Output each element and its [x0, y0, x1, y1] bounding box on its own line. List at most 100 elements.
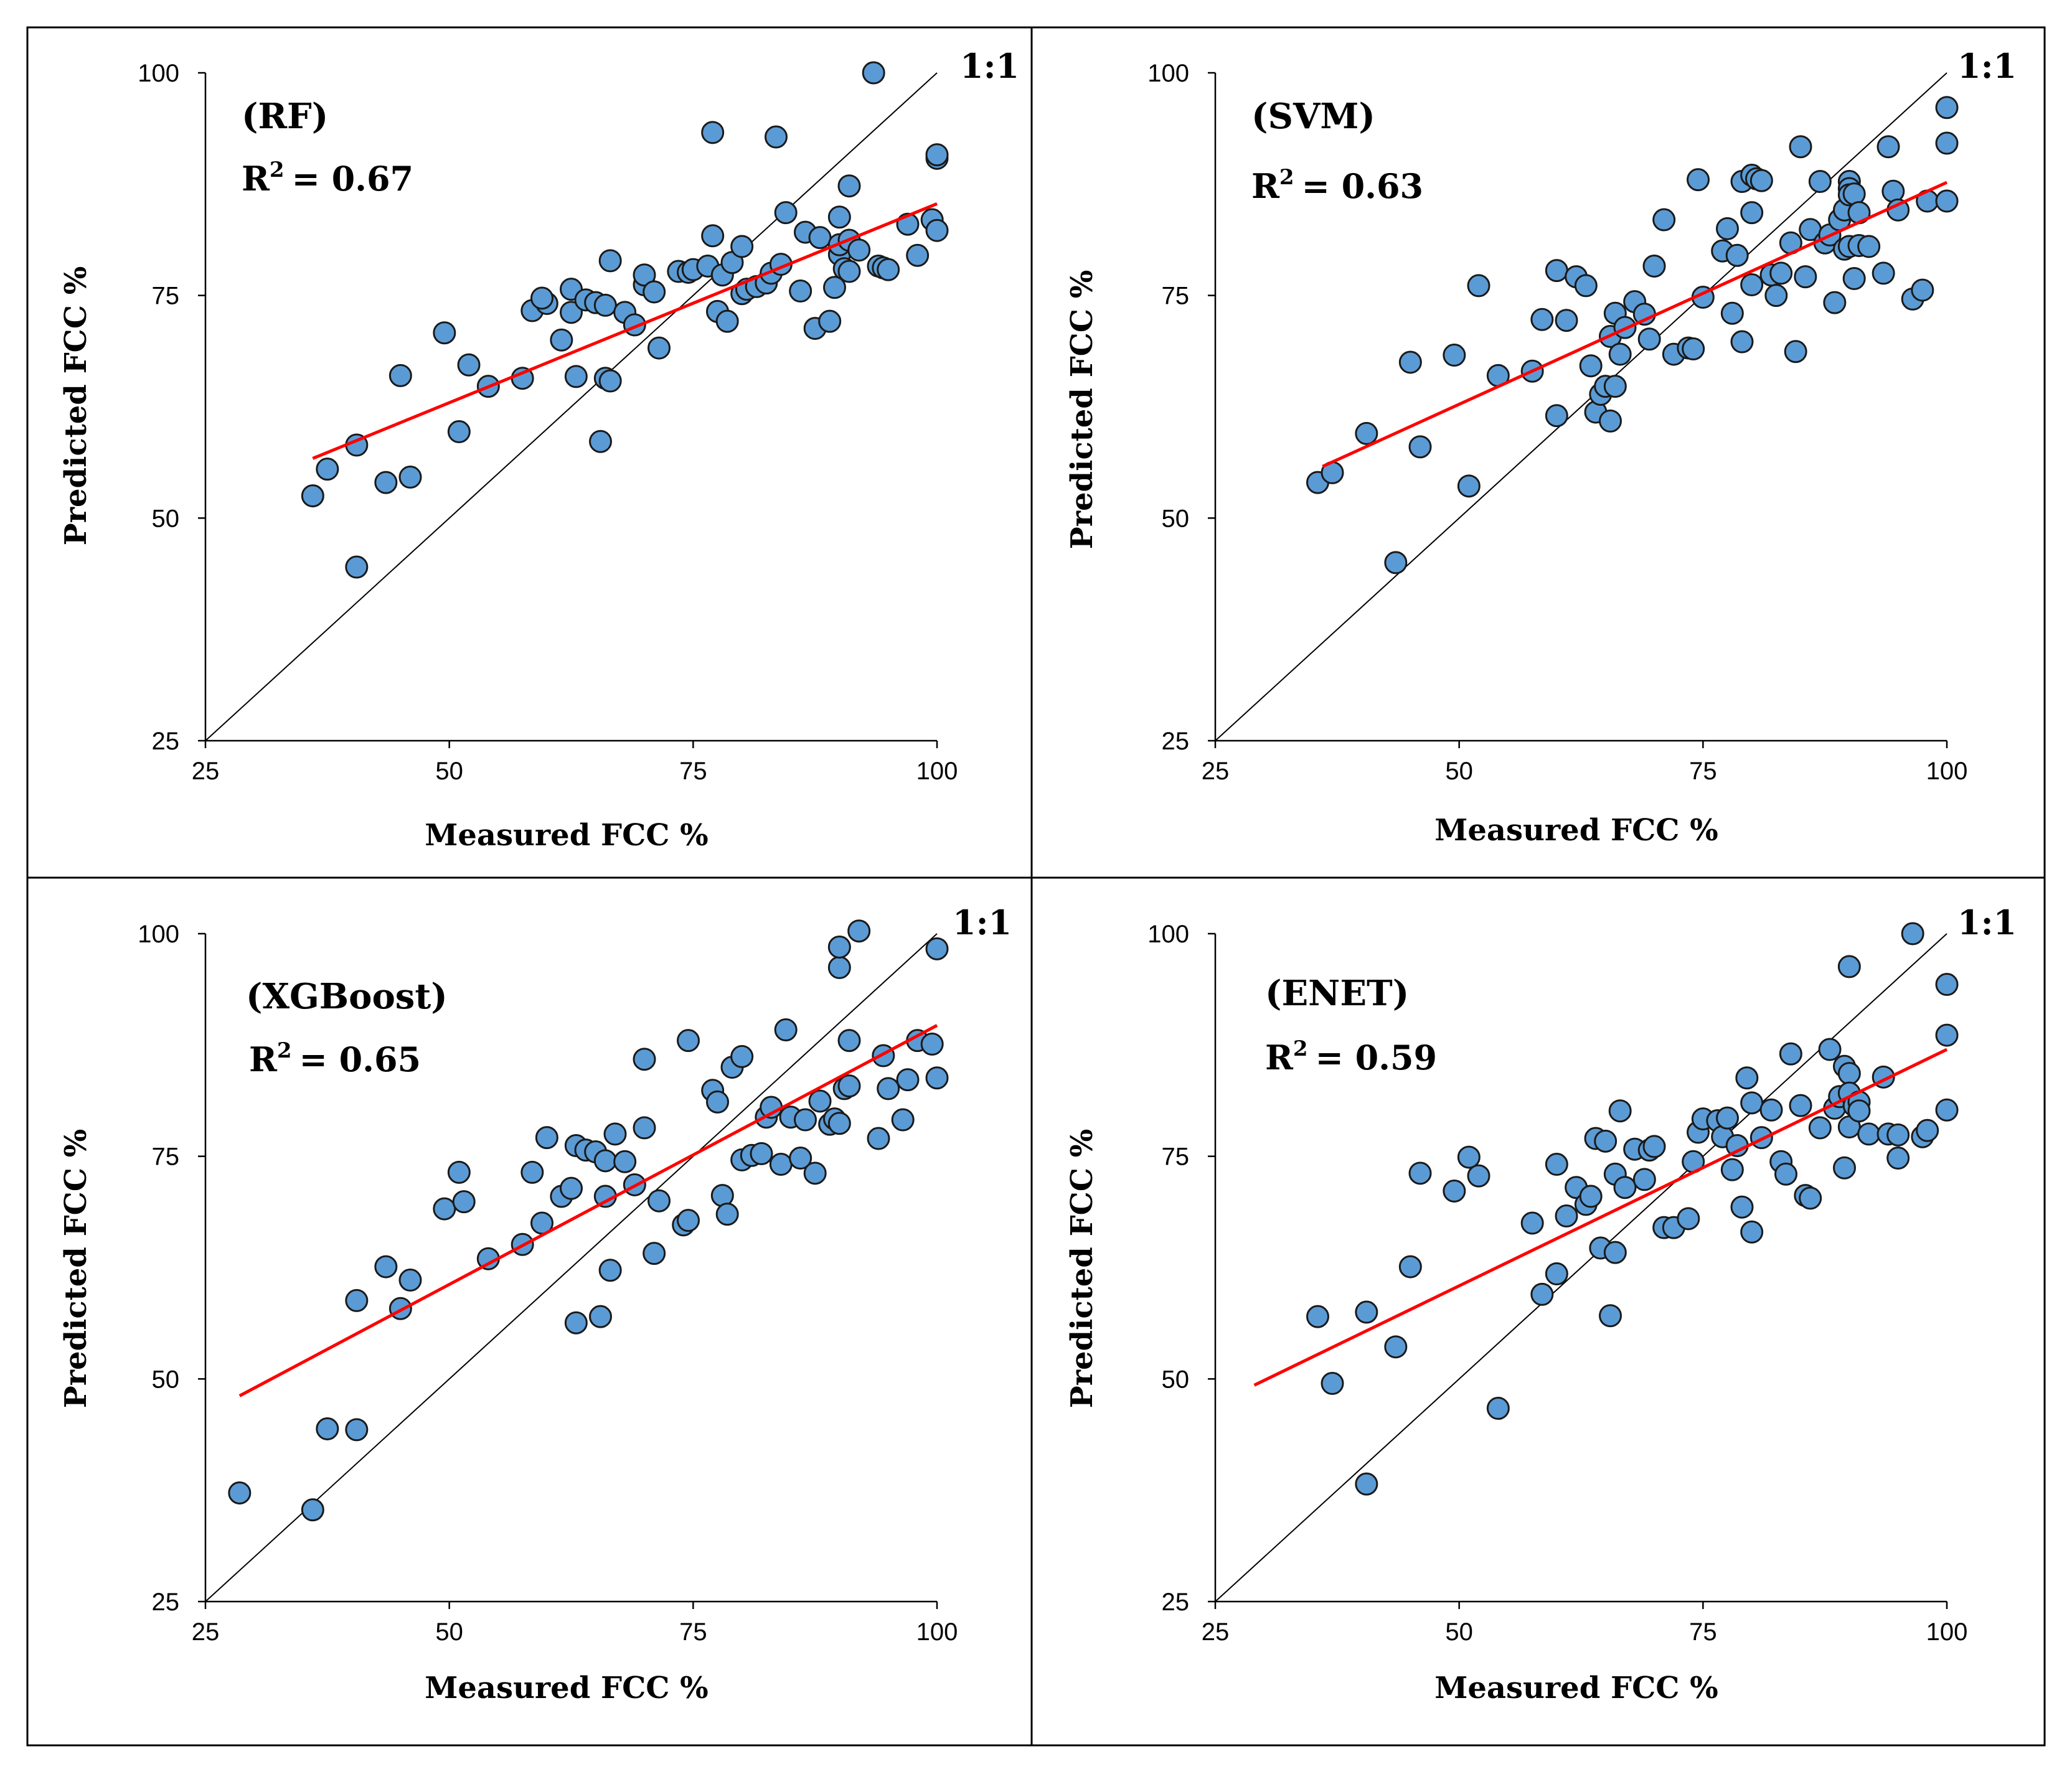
data-point	[1759, 1098, 1783, 1122]
data-point	[1555, 309, 1578, 332]
data-point	[535, 1126, 558, 1150]
identity-label: 1:1	[1957, 903, 2017, 942]
data-point	[877, 1077, 900, 1100]
data-point	[862, 61, 885, 85]
data-point	[1740, 1220, 1764, 1244]
data-point	[643, 280, 666, 304]
data-point	[1833, 1156, 1856, 1180]
data-point	[803, 1161, 827, 1185]
data-point	[520, 1160, 544, 1184]
data-point	[1847, 1099, 1871, 1123]
data-point	[1818, 1038, 1842, 1061]
data-point	[316, 458, 339, 481]
data-point	[1355, 421, 1378, 445]
panel-svm: 25 50 75 100 25 50 75 100 1:1 (SVM) R2 = 0.63 M…	[1065, 46, 2017, 848]
data-point	[1935, 1098, 1959, 1122]
data-point	[730, 235, 754, 258]
data-point	[1857, 1122, 1881, 1146]
identity-line	[205, 72, 938, 741]
x-tick-label: 25	[1202, 758, 1230, 785]
identity-label: 1:1	[1957, 46, 2017, 86]
x-tick-label: 75	[1689, 1618, 1717, 1646]
data-point	[847, 238, 871, 262]
data-point	[774, 1018, 798, 1042]
x-tick-label: 100	[916, 758, 958, 785]
data-point	[1911, 278, 1934, 302]
panel-rf: 25 50 75 100 25 50 75 100 1:1 (RF) R2 = 0.67 Me…	[59, 46, 1019, 853]
data-point	[677, 1209, 700, 1232]
data-point	[1789, 1094, 1812, 1117]
data-point	[715, 309, 739, 333]
data-point	[1384, 551, 1408, 575]
data-point	[808, 1089, 832, 1113]
identity-line	[205, 933, 938, 1602]
x-axis-ticks: 25 50 75 100	[1202, 741, 1967, 785]
data-point	[765, 125, 788, 149]
data-point	[896, 1068, 920, 1092]
fit-line	[238, 1024, 938, 1397]
data-point	[701, 121, 725, 144]
y-tick-label: 75	[152, 283, 180, 310]
data-point	[1545, 404, 1568, 428]
data-point	[1720, 301, 1744, 325]
data-point	[794, 1108, 817, 1132]
data-point	[1321, 1371, 1344, 1395]
data-point	[789, 279, 812, 303]
data-point	[1842, 266, 1866, 290]
r-squared-superscript: 2	[1279, 165, 1294, 190]
data-point	[301, 484, 324, 508]
data-point	[1545, 1153, 1568, 1176]
data-point	[1823, 291, 1847, 314]
data-point	[774, 201, 798, 225]
data-point	[818, 309, 842, 333]
identity-label: 1:1	[960, 46, 1019, 86]
data-point	[1642, 254, 1666, 278]
data-point	[1725, 243, 1749, 267]
data-point	[1398, 350, 1422, 374]
fit-line	[1253, 1048, 1948, 1387]
y-tick-label: 50	[152, 505, 180, 532]
data-point	[1355, 1472, 1378, 1496]
data-point	[837, 174, 861, 198]
data-point	[1808, 1116, 1832, 1140]
data-point	[1935, 96, 1959, 120]
data-point	[925, 143, 949, 167]
data-point	[1457, 1145, 1481, 1169]
data-point	[589, 429, 612, 453]
data-point	[1935, 131, 1959, 155]
data-point	[1545, 1262, 1568, 1286]
data-point	[827, 1112, 851, 1135]
x-tick-label: 75	[1689, 758, 1717, 785]
data-point	[827, 935, 851, 959]
data-point	[789, 1147, 812, 1170]
data-point	[603, 1122, 627, 1146]
x-axis-ticks: 25 50 75 100	[1202, 1602, 1967, 1646]
data-point	[560, 1176, 583, 1200]
data-point	[925, 1066, 949, 1090]
r-squared-symbol: R	[249, 1039, 278, 1079]
data-point	[1730, 1195, 1754, 1219]
data-point	[613, 1150, 637, 1173]
data-point	[1857, 235, 1881, 258]
data-point	[1808, 170, 1832, 194]
y-axis-ticks: 25 50 75 100	[138, 60, 205, 755]
data-point	[1467, 274, 1490, 298]
data-point	[1637, 327, 1661, 351]
data-point	[677, 1029, 700, 1053]
data-point	[710, 1184, 734, 1208]
data-point	[598, 1259, 622, 1282]
panel-title: (XGBoost)	[246, 976, 448, 1017]
x-axis-label: Measured FCC %	[425, 818, 709, 853]
data-point	[1306, 1305, 1329, 1328]
data-point	[633, 1116, 656, 1140]
data-point	[925, 218, 949, 242]
data-point	[1837, 1062, 1861, 1086]
x-tick-label: 50	[435, 758, 463, 785]
y-tick-label: 75	[1162, 1143, 1190, 1171]
data-point	[593, 293, 617, 317]
data-point	[301, 1498, 324, 1522]
data-point	[1794, 265, 1817, 289]
data-point	[1408, 435, 1432, 459]
data-point	[1886, 1123, 1910, 1147]
